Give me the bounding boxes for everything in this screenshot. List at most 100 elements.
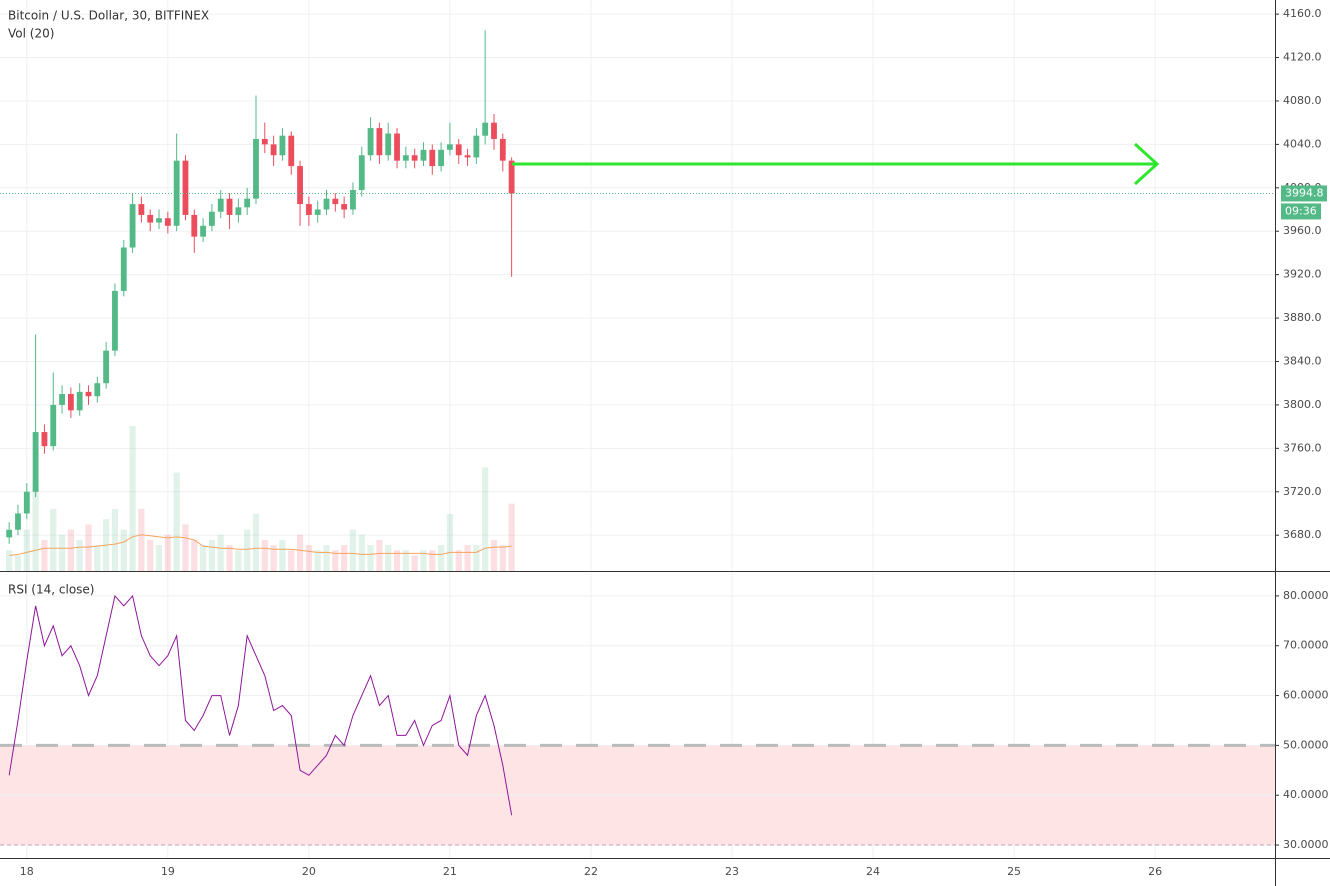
candle-body — [217, 198, 224, 212]
candle-body — [182, 160, 189, 215]
volume-bar — [191, 539, 198, 571]
volume-bar — [482, 467, 489, 571]
volume-bar — [420, 550, 427, 571]
candle-body — [59, 394, 65, 405]
volume-bar — [129, 426, 136, 571]
volume-bar — [85, 524, 92, 571]
candle-body — [94, 383, 101, 397]
x-tick-label: 26 — [1148, 865, 1162, 878]
candle-body — [32, 432, 39, 492]
candle-body — [138, 204, 145, 215]
volume-bar — [402, 550, 409, 571]
volume-bar — [155, 545, 163, 571]
volume-bar — [464, 545, 471, 571]
candle-body — [112, 290, 118, 351]
last-price-label: 3994.8 — [1285, 186, 1324, 199]
volume-bar — [261, 539, 268, 571]
candle-body — [261, 138, 268, 145]
candle-body — [67, 394, 74, 411]
candle-body — [350, 189, 356, 210]
volume-bar — [244, 529, 251, 571]
volume-bar — [182, 524, 189, 571]
volume-bar — [120, 529, 127, 571]
marks — [0, 30, 1275, 816]
candle-body — [385, 133, 392, 156]
candle-body — [279, 135, 286, 156]
x-tick-label: 22 — [584, 865, 598, 878]
volume-bar — [385, 545, 392, 571]
y-tick-label: 4120.0 — [1283, 51, 1322, 64]
volume-bar — [358, 534, 365, 571]
candle-body — [447, 144, 453, 150]
x-tick-label: 23 — [725, 865, 739, 878]
candle-body — [200, 225, 207, 237]
candle-body — [438, 149, 445, 167]
candle-body — [297, 166, 303, 205]
candle-body — [120, 247, 127, 291]
candle-body — [402, 155, 409, 161]
volume-bar — [6, 550, 13, 571]
volume-bar — [411, 555, 418, 571]
x-tick-label: 25 — [1007, 865, 1021, 878]
x-tick-label: 21 — [443, 865, 457, 878]
y-tick-label: 3720.0 — [1283, 485, 1322, 498]
x-tick-label: 18 — [20, 865, 34, 878]
rsi-line — [8, 594, 513, 816]
volume-bar — [473, 545, 480, 571]
candle-body — [323, 198, 330, 210]
candle-body — [358, 155, 365, 190]
candle-body — [332, 198, 339, 205]
volume-bar — [332, 550, 339, 571]
volume-bar — [349, 529, 357, 571]
candle-body — [473, 135, 480, 158]
y-tick-label: 3760.0 — [1283, 441, 1322, 454]
volume-bar — [76, 539, 83, 571]
rsi-tick-label: 70.0000 — [1283, 639, 1329, 652]
volume-bar — [173, 472, 180, 571]
rsi-tick-label: 60.0000 — [1283, 689, 1329, 702]
volume-bar — [288, 550, 295, 571]
chart-title: Bitcoin / U.S. Dollar, 30, BITFINEX — [8, 9, 209, 23]
rsi-tick-label: 80.0000 — [1283, 589, 1329, 602]
countdown-tag — [1281, 203, 1321, 220]
candle-body — [270, 144, 277, 156]
volume-bar — [147, 539, 154, 571]
volume-bar — [111, 508, 119, 571]
candle-body — [129, 204, 136, 248]
volume-bar — [438, 545, 445, 571]
volume-bar — [508, 503, 515, 571]
y-tick-label: 4160.0 — [1283, 7, 1322, 20]
candle-body — [499, 138, 506, 161]
candle-body — [103, 350, 110, 384]
candle-body — [235, 207, 242, 215]
axes: 18 19 20 21 22 23 24 25 26 3680.0 3720.0 3760.0 3800… — [20, 7, 1329, 878]
volume-bar — [235, 550, 242, 571]
candle-body — [288, 135, 295, 167]
grid — [0, 0, 1275, 858]
volume-bar — [279, 539, 286, 571]
volume-bar — [200, 545, 207, 571]
volume-bar — [305, 545, 312, 571]
rsi-title: RSI (14, close) — [8, 583, 94, 597]
volume-bar — [252, 514, 260, 571]
volume-bar — [208, 539, 215, 571]
y-tick-label: 4040.0 — [1283, 137, 1322, 150]
volume-bar — [490, 539, 498, 571]
candle-body — [191, 214, 198, 237]
volume-bar — [376, 539, 383, 571]
x-tick-label: 19 — [161, 865, 175, 878]
candle-body — [6, 529, 13, 538]
volume-bar — [446, 514, 454, 571]
volume-bar — [41, 539, 48, 571]
volume-bar — [14, 555, 22, 571]
volume-bar — [499, 545, 506, 571]
candle-body — [226, 198, 233, 215]
volume-label: Vol (20) — [8, 27, 54, 41]
rsi-tick-label: 50.0000 — [1283, 738, 1329, 751]
volume-bar — [217, 534, 224, 571]
volume-bar — [455, 550, 462, 571]
last-price-tag — [1281, 185, 1327, 202]
x-tick-label: 20 — [302, 865, 316, 878]
candle-body — [253, 138, 259, 199]
